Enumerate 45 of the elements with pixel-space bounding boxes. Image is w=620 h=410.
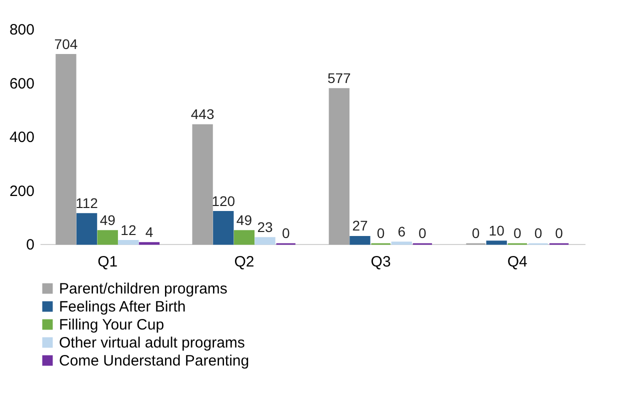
bar: [97, 230, 118, 245]
data-label: 12: [120, 222, 136, 238]
bar: [213, 211, 234, 245]
legend-label: Other virtual adult programs: [59, 334, 245, 352]
x-tick-label: Q1: [98, 254, 118, 270]
data-label: 112: [76, 194, 98, 211]
x-tick-label: Q2: [234, 254, 254, 270]
data-label: 0: [418, 225, 427, 241]
bar: [486, 240, 507, 245]
bar: [192, 124, 213, 245]
data-label: 6: [398, 223, 406, 240]
data-label: 577: [327, 70, 352, 86]
legend-label: Filling Your Cup: [59, 316, 164, 334]
y-tick-label: 800: [9, 22, 34, 38]
bar: [350, 236, 370, 245]
data-label: 443: [190, 106, 214, 122]
data-label: 120: [212, 192, 236, 209]
y-tick-label: 400: [9, 129, 34, 146]
bar: [254, 237, 276, 245]
legend-label: Feelings After Birth: [59, 298, 186, 316]
legend-label: Parent/children programs: [59, 280, 228, 298]
data-label: 27: [352, 218, 368, 234]
y-tick-label: 0: [26, 236, 34, 254]
data-label: 0: [534, 225, 542, 241]
y-tick-label: 600: [9, 75, 34, 92]
bar: [118, 240, 139, 245]
legend-label: Come Understand Parenting: [59, 352, 250, 370]
data-label: 0: [282, 225, 290, 241]
data-label: 10: [488, 222, 505, 238]
data-label: 4: [145, 224, 154, 240]
x-tick-label: Q4: [507, 254, 528, 270]
data-label: 0: [555, 225, 564, 241]
data-label: 704: [54, 36, 78, 52]
bar: [234, 230, 255, 245]
data-label: 0: [472, 225, 480, 241]
bar: [56, 54, 76, 245]
data-label: 23: [257, 218, 274, 235]
data-label: 0: [376, 225, 385, 241]
data-label: 49: [100, 212, 116, 228]
data-label: 0: [513, 225, 522, 241]
y-tick-label: 200: [9, 182, 34, 200]
data-label: 49: [236, 212, 252, 228]
bar: [76, 213, 98, 245]
x-tick-label: Q3: [370, 254, 391, 270]
bar: [328, 88, 350, 245]
